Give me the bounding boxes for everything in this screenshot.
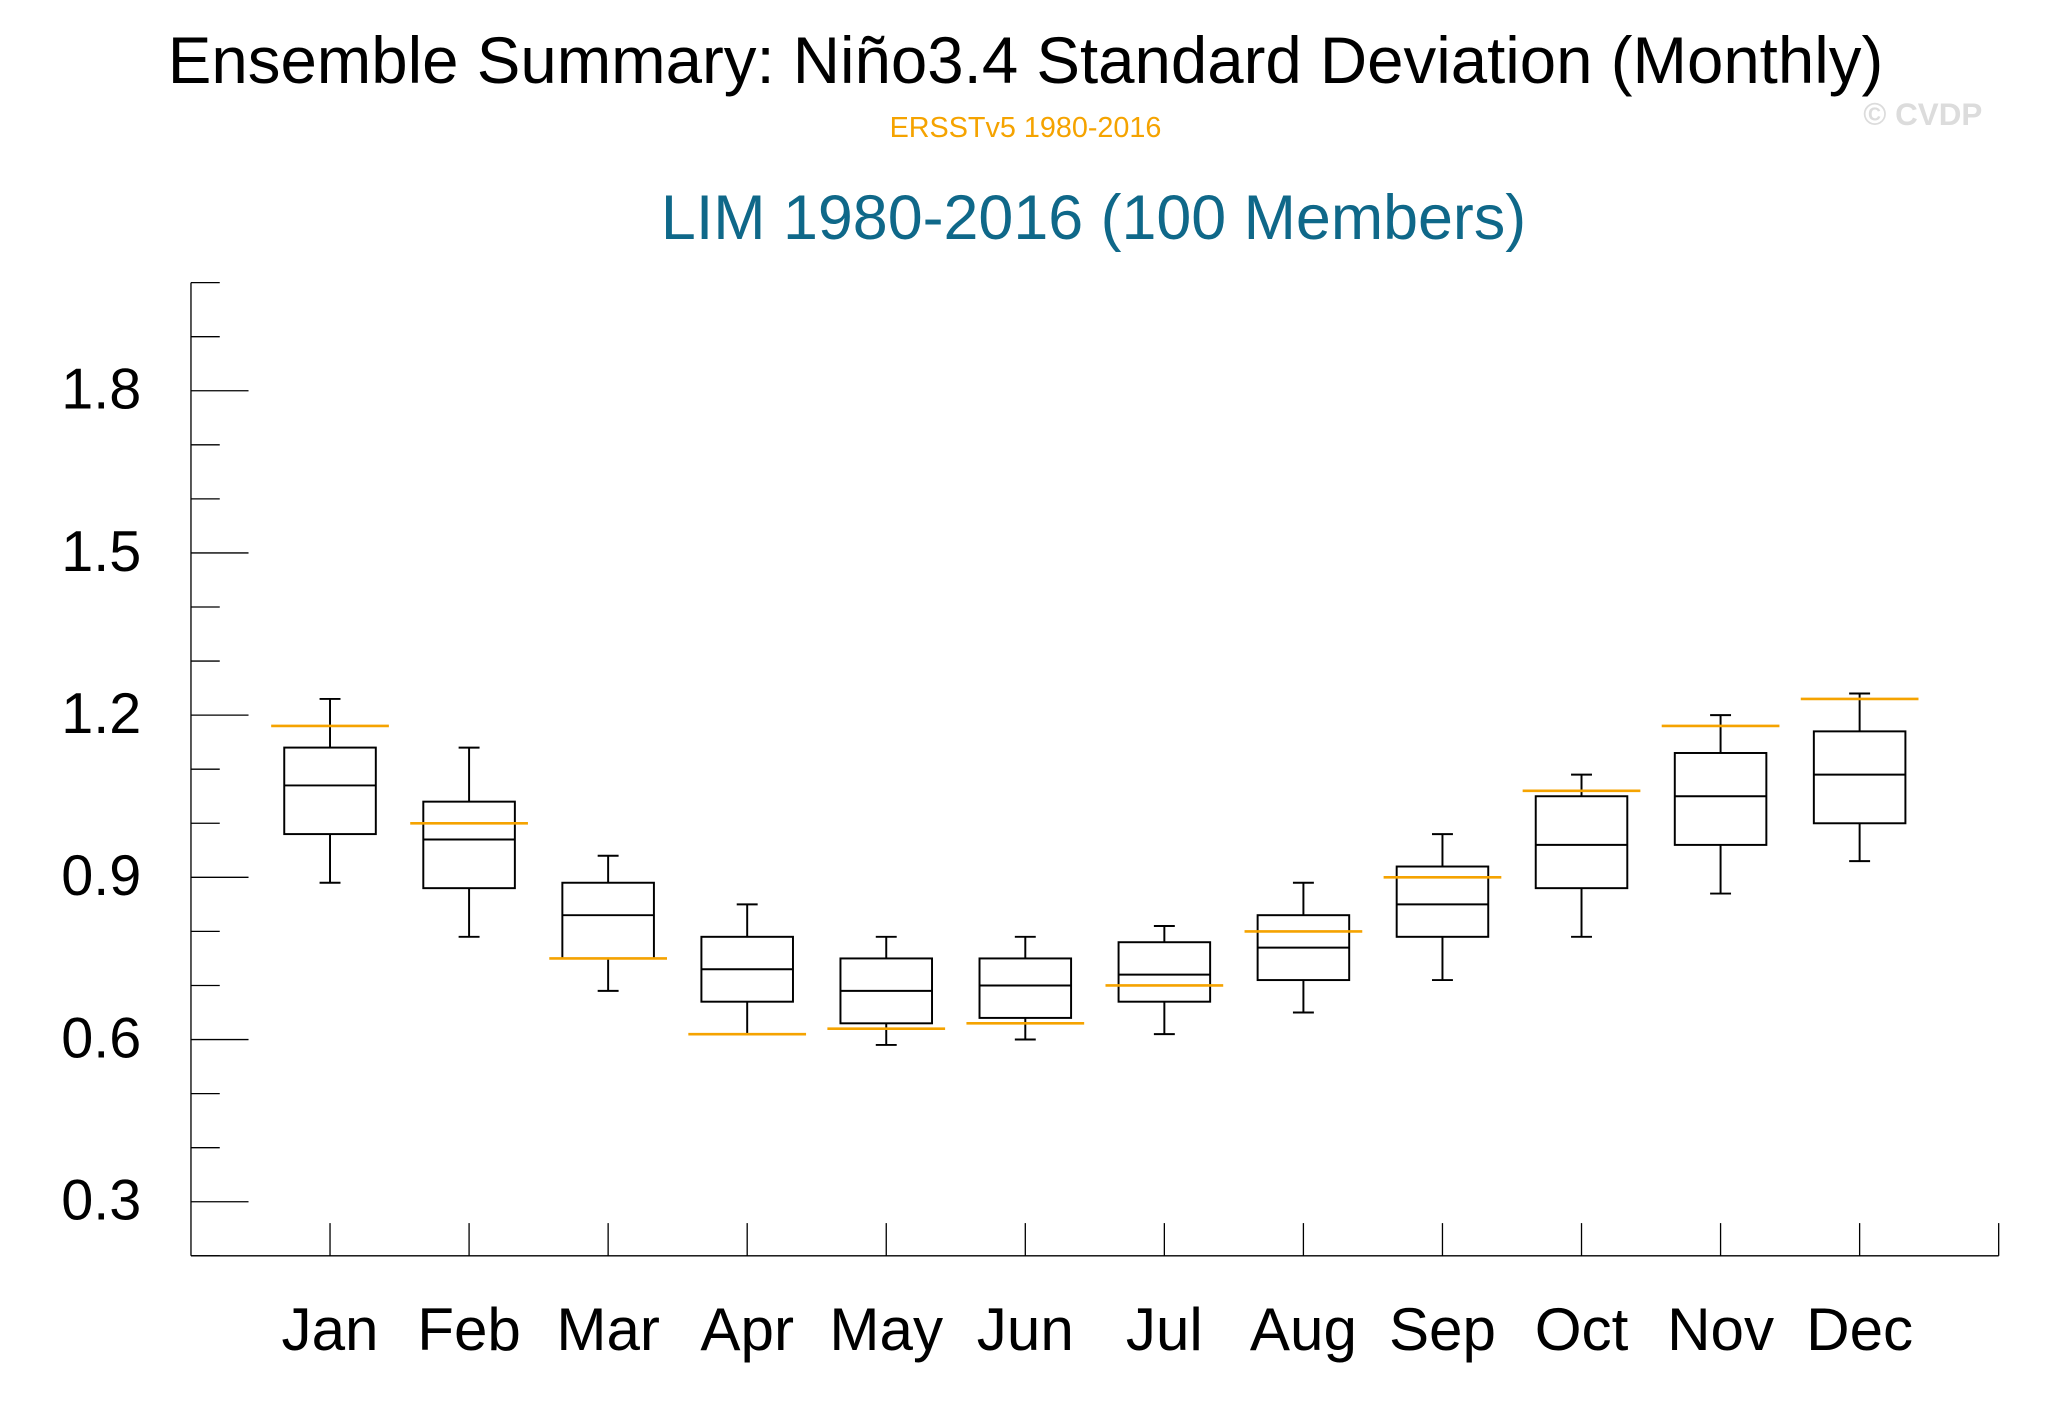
- box: [1534, 795, 1629, 890]
- y-tick-label: 0.9: [61, 844, 141, 908]
- box: [1673, 752, 1768, 846]
- box: [1117, 941, 1212, 1003]
- x-tick-label: Jun: [977, 1296, 1074, 1363]
- x-tick-label: Apr: [700, 1296, 794, 1363]
- chart-title: Ensemble Summary: Niño3.4 Standard Devia…: [168, 24, 1883, 97]
- y-tick-label: 1.2: [61, 682, 141, 746]
- y-tick-label: 1.5: [61, 520, 141, 584]
- y-tick-label: 1.8: [61, 358, 141, 422]
- x-tick-label: Dec: [1806, 1296, 1913, 1363]
- x-tick-label: Feb: [417, 1296, 521, 1363]
- x-tick-label: Sep: [1389, 1296, 1496, 1363]
- observation-label: ERSSTv5 1980-2016: [890, 112, 1162, 144]
- x-tick-label: May: [829, 1296, 943, 1363]
- box: [561, 881, 655, 960]
- x-tick-label: Mar: [556, 1296, 660, 1363]
- box: [978, 957, 1073, 1019]
- x-tick-label: Jan: [282, 1296, 379, 1363]
- box: [1395, 865, 1490, 938]
- box: [1812, 730, 1907, 825]
- x-tick-label: Aug: [1250, 1296, 1357, 1363]
- x-tick-label: Jul: [1126, 1296, 1203, 1363]
- box: [422, 800, 516, 890]
- ensemble-title: LIM 1980-2016 (100 Members): [661, 183, 1526, 253]
- box: [283, 746, 377, 836]
- x-tick-label: Nov: [1667, 1296, 1774, 1363]
- y-tick-label: 0.3: [61, 1169, 141, 1233]
- y-tick-label: 0.6: [61, 1006, 141, 1070]
- x-tick-label: Oct: [1535, 1296, 1629, 1363]
- watermark: © CVDP: [1863, 97, 1982, 132]
